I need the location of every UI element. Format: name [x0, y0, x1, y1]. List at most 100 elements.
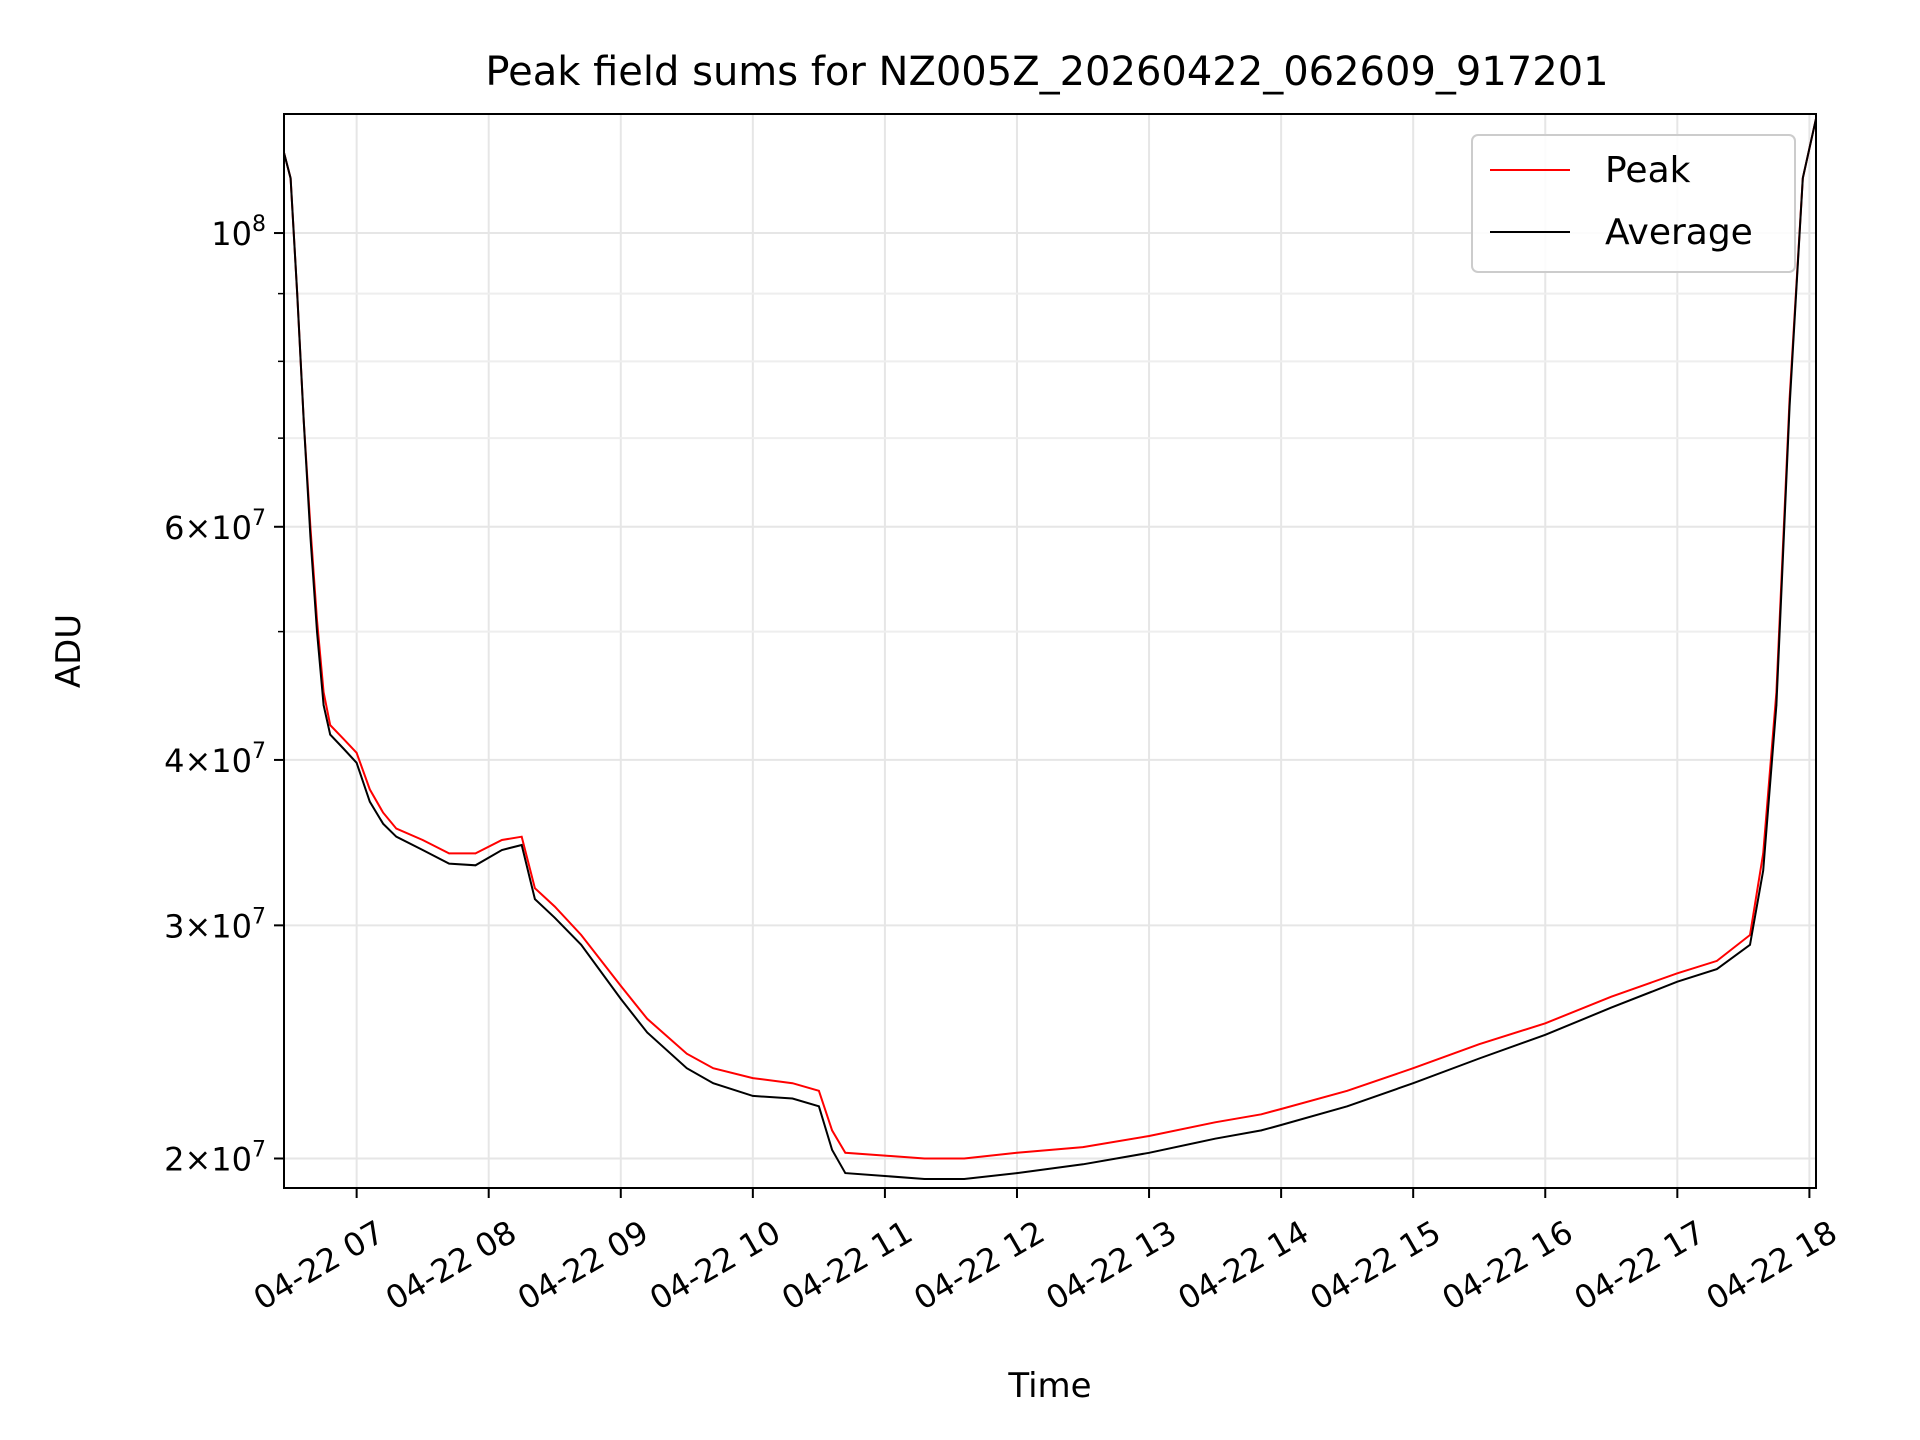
legend-label-average: Average [1605, 212, 1753, 253]
data-point-average [1280, 1124, 1282, 1126]
data-point-peak [620, 985, 622, 987]
data-point-peak [712, 1067, 714, 1069]
data-point-peak [1280, 1108, 1282, 1110]
data-point-peak [580, 934, 582, 936]
y-tick-label: 4×107 [164, 739, 266, 780]
data-point-average [289, 177, 292, 179]
data-point-peak [1676, 972, 1679, 975]
data-point-average [1016, 1172, 1018, 1174]
data-point-peak [844, 1152, 847, 1154]
data-point-average [303, 421, 305, 423]
data-point-average [309, 535, 312, 538]
data-point-peak [448, 852, 450, 855]
plot-frame [283, 113, 1817, 1189]
y-axis: 2×107 3×107 4×107 6×107 108 [164, 212, 284, 1179]
y-tick-label: 6×107 [164, 506, 266, 547]
data-point-peak [1260, 1113, 1263, 1116]
data-point-peak [1749, 934, 1751, 936]
data-point-peak [923, 1157, 926, 1160]
data-point-average [1478, 1057, 1480, 1060]
data-point-average [620, 998, 622, 1000]
data-point-peak [520, 835, 523, 838]
data-point-average [534, 898, 536, 900]
data-point-peak [1716, 960, 1718, 962]
data-point-peak [884, 1154, 886, 1157]
data-point-peak [1082, 1146, 1084, 1148]
data-point-peak [342, 738, 345, 740]
chart-title: Peak field sums for NZ005Z_20260422_0626… [485, 49, 1608, 95]
data-point-peak [791, 1082, 794, 1084]
data-point-peak [1610, 995, 1613, 998]
data-point-peak [355, 752, 358, 754]
data-point-average [296, 292, 299, 295]
data-point-average [448, 862, 450, 865]
data-point-average [1788, 405, 1791, 408]
data-point-average [831, 1149, 833, 1151]
data-point-average [329, 733, 332, 736]
y-tick-label: 3×107 [164, 904, 266, 945]
data-point-average [1610, 1006, 1613, 1009]
data-point-peak [963, 1157, 965, 1160]
data-point-peak [831, 1129, 833, 1132]
legend: Peak Average [1471, 134, 1796, 273]
data-point-peak [382, 811, 384, 814]
y-tick-label: 2×107 [164, 1138, 266, 1179]
data-point-average [322, 704, 325, 706]
data-point-peak [534, 887, 536, 889]
data-point-peak [474, 852, 477, 855]
data-point-peak [1412, 1067, 1414, 1069]
x-axis-label: Time [1007, 1366, 1091, 1406]
data-point-average [1148, 1152, 1150, 1154]
data-point-peak [1148, 1135, 1150, 1137]
data-point-average [844, 1172, 847, 1174]
data-point-average [501, 849, 503, 851]
data-point-average [791, 1097, 794, 1100]
data-point-average [342, 747, 345, 750]
data-point-average [382, 822, 384, 825]
plot-area [283, 117, 1817, 1180]
data-point-average [686, 1067, 688, 1069]
data-point-average [1260, 1129, 1263, 1132]
data-point-average [369, 800, 371, 803]
data-point-average [1775, 704, 1778, 706]
legend-label-peak: Peak [1605, 150, 1691, 191]
data-point-average [553, 916, 556, 919]
data-point-average [646, 1031, 648, 1034]
data-point-average [884, 1175, 886, 1177]
data-point-average [1802, 177, 1804, 179]
data-point-average [1544, 1034, 1547, 1036]
data-point-peak [1346, 1090, 1348, 1092]
data-point-average [580, 944, 582, 946]
data-point-peak [646, 1018, 648, 1020]
data-point-average [1082, 1163, 1084, 1166]
data-point-average [752, 1095, 754, 1097]
data-point-average [395, 835, 398, 838]
data-point-peak [1214, 1121, 1216, 1124]
data-point-peak [1544, 1022, 1547, 1025]
data-point-peak [818, 1090, 820, 1092]
data-point-peak [1478, 1043, 1480, 1045]
data-point-peak [501, 839, 503, 841]
data-point-average [1676, 980, 1679, 983]
data-point-peak [752, 1077, 754, 1079]
data-point-average [520, 844, 523, 846]
series-line-average [284, 118, 1816, 1180]
series-line-peak [284, 118, 1816, 1160]
data-point-average [818, 1105, 820, 1108]
grid [284, 114, 1816, 1188]
data-point-average [923, 1178, 926, 1180]
data-point-average [1412, 1082, 1414, 1084]
data-point-average [355, 762, 358, 764]
data-point-average [1762, 869, 1764, 872]
data-point-peak [329, 724, 332, 726]
data-point-average [963, 1178, 965, 1180]
data-point-average [1716, 968, 1718, 970]
data-point-average [421, 849, 424, 851]
data-point-average [1214, 1137, 1216, 1140]
data-point-peak [1016, 1152, 1018, 1154]
data-point-average [316, 630, 318, 633]
data-point-peak [421, 839, 424, 841]
y-axis-label: ADU [49, 614, 89, 688]
data-point-peak [369, 788, 371, 791]
